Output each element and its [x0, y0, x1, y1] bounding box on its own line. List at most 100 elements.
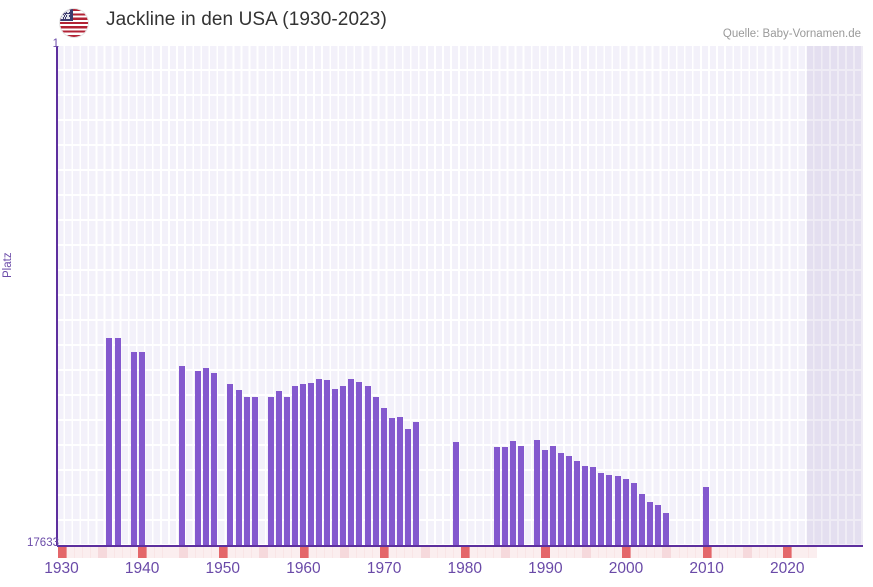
x-tick-minor [194, 547, 204, 558]
x-tick-minor [420, 547, 430, 558]
x-tick-minor [162, 547, 172, 558]
x-tick-minor [646, 547, 656, 558]
bar [138, 352, 145, 546]
x-tick-minor [315, 547, 325, 558]
x-tick-minor [355, 547, 365, 558]
chart-title: Jackline in den USA (1930-2023) [106, 9, 387, 30]
bar [211, 373, 218, 546]
bar [566, 456, 573, 546]
x-tick-major [57, 547, 67, 558]
x-tick-minor [476, 547, 486, 558]
x-tick-minor [235, 547, 245, 558]
x-tick-major [541, 547, 551, 558]
bar [179, 366, 186, 546]
x-tick-minor [339, 547, 349, 558]
bar [590, 467, 597, 546]
bar [598, 473, 605, 546]
bar [106, 338, 113, 546]
x-tick-minor [65, 547, 75, 558]
bar [404, 429, 411, 546]
x-tick-minor [767, 547, 777, 558]
x-axis-tick-label: 1990 [528, 560, 563, 577]
source-label: Quelle: Baby-Vornamen.de [722, 28, 861, 40]
x-tick-minor [291, 547, 301, 558]
x-axis-tick-label: 2020 [770, 560, 805, 577]
x-tick-minor [114, 547, 124, 558]
bar [574, 461, 581, 546]
x-axis-tick-label: 2010 [689, 560, 724, 577]
x-tick-minor [444, 547, 454, 558]
x-tick-minor [202, 547, 212, 558]
x-tick-minor [565, 547, 575, 558]
bar [316, 379, 323, 546]
x-tick-minor [243, 547, 253, 558]
bar [340, 386, 347, 546]
y-axis-bottom-label: 17633 [27, 537, 59, 549]
x-tick-major [380, 547, 390, 558]
x-tick-minor [388, 547, 398, 558]
bar-series [57, 46, 863, 546]
x-tick-minor [97, 547, 107, 558]
x-tick-minor [178, 547, 188, 558]
x-tick-minor [146, 547, 156, 558]
x-tick-minor [549, 547, 559, 558]
x-tick-minor [573, 547, 583, 558]
y-axis-title: Platz [2, 252, 14, 278]
x-tick-minor [73, 547, 83, 558]
x-tick-minor [186, 547, 196, 558]
bar [195, 371, 202, 546]
x-tick-minor [372, 547, 382, 558]
x-tick-major [460, 547, 470, 558]
bar [283, 397, 290, 546]
x-tick-minor [428, 547, 438, 558]
bar [332, 389, 339, 546]
x-tick-minor [743, 547, 753, 558]
us-flag-icon [60, 9, 88, 37]
x-tick-minor [678, 547, 688, 558]
x-tick-minor [791, 547, 801, 558]
x-tick-major [138, 547, 148, 558]
x-tick-minor [726, 547, 736, 558]
bar [582, 466, 589, 546]
x-tick-minor [412, 547, 422, 558]
bar [396, 417, 403, 546]
bar [130, 352, 137, 546]
bar [372, 397, 379, 546]
bar [275, 391, 282, 546]
future-shaded-region [807, 46, 863, 546]
x-axis-tick-label: 2000 [608, 560, 644, 577]
bar [493, 447, 500, 546]
x-tick-minor [122, 547, 132, 558]
bar [638, 494, 645, 546]
x-tick-minor [630, 547, 640, 558]
bar [348, 379, 355, 546]
x-tick-minor [259, 547, 269, 558]
x-tick-minor [525, 547, 535, 558]
x-tick-minor [751, 547, 761, 558]
x-tick-minor [154, 547, 164, 558]
x-tick-minor [589, 547, 599, 558]
x-tick-minor [614, 547, 624, 558]
x-tick-minor [638, 547, 648, 558]
x-tick-major [783, 547, 793, 558]
x-axis-tick-label: 1940 [124, 560, 160, 577]
x-tick-minor [452, 547, 462, 558]
x-axis-line [57, 545, 863, 547]
x-tick-minor [396, 547, 406, 558]
x-tick-minor [597, 547, 607, 558]
bar [662, 513, 669, 546]
bar [300, 384, 307, 546]
x-axis-tick-label: 1980 [447, 560, 482, 577]
chart-plot-area [57, 46, 863, 546]
x-axis-tick-label: 1970 [366, 560, 402, 577]
bar [614, 476, 621, 546]
x-tick-minor [557, 547, 567, 558]
x-tick-minor [759, 547, 769, 558]
x-tick-minor [307, 547, 317, 558]
x-tick-minor [485, 547, 495, 558]
x-tick-minor [501, 547, 511, 558]
x-tick-minor [105, 547, 115, 558]
bar [235, 390, 242, 546]
x-tick-minor [267, 547, 277, 558]
x-tick-minor [670, 547, 680, 558]
